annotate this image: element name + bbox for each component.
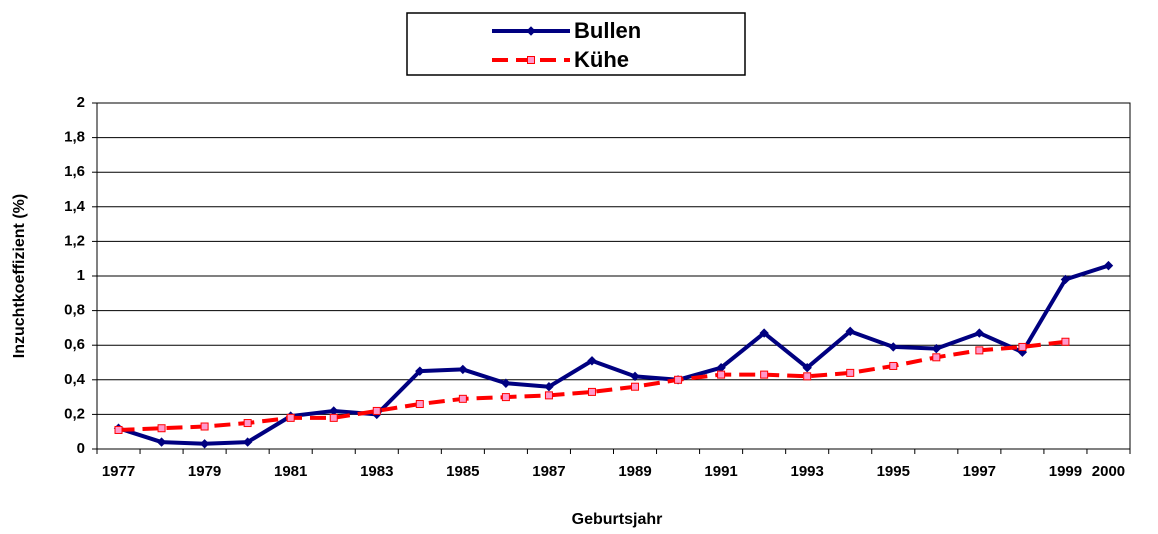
point bbox=[157, 424, 166, 433]
point bbox=[458, 394, 467, 403]
y-tick-label: 0 bbox=[77, 440, 85, 457]
x-axis-title: Geburtsjahr bbox=[572, 511, 663, 528]
point bbox=[544, 391, 553, 400]
x-tick-label: 1995 bbox=[877, 463, 910, 480]
point bbox=[717, 370, 726, 379]
point bbox=[329, 413, 338, 422]
x-tick-label: 1983 bbox=[360, 463, 393, 480]
point bbox=[587, 387, 596, 396]
point bbox=[759, 328, 769, 338]
x-tick-label: 1979 bbox=[188, 463, 221, 480]
legend-label: Bullen bbox=[574, 18, 641, 43]
series-line bbox=[117, 263, 1110, 446]
y-axis-title: Inzuchtkoeffizient (%) bbox=[11, 194, 28, 358]
point bbox=[156, 437, 167, 447]
legend-box bbox=[406, 12, 746, 76]
x-tick-label: 1989 bbox=[618, 463, 651, 480]
point bbox=[587, 356, 597, 366]
point bbox=[458, 364, 468, 375]
point bbox=[242, 437, 253, 447]
series-line bbox=[118, 339, 1066, 432]
x-tick-label: 1993 bbox=[791, 463, 824, 480]
point bbox=[630, 371, 640, 382]
point bbox=[1018, 342, 1027, 351]
point bbox=[329, 406, 339, 416]
x-tick-label: 1991 bbox=[704, 463, 737, 480]
point bbox=[501, 393, 510, 402]
x-tick-label: 1987 bbox=[532, 463, 565, 480]
point bbox=[889, 361, 898, 370]
point bbox=[1061, 337, 1070, 346]
point bbox=[674, 375, 683, 384]
point bbox=[802, 362, 812, 373]
point bbox=[760, 370, 769, 379]
point bbox=[974, 328, 985, 338]
point bbox=[114, 425, 123, 434]
point bbox=[932, 353, 941, 362]
point bbox=[415, 366, 425, 376]
y-tick-label: 1,2 bbox=[64, 232, 85, 249]
point bbox=[1060, 274, 1071, 285]
point bbox=[243, 419, 252, 428]
x-tick-label: 1977 bbox=[102, 463, 135, 480]
legend-label: Kühe bbox=[574, 47, 629, 72]
y-tick-label: 2 bbox=[77, 94, 85, 111]
point bbox=[845, 326, 855, 337]
y-tick-label: 1,4 bbox=[64, 198, 86, 215]
point bbox=[888, 342, 898, 352]
y-tick-label: 0,8 bbox=[64, 302, 85, 319]
legend-marker bbox=[527, 56, 535, 64]
point bbox=[415, 400, 424, 409]
x-tick-label: 1985 bbox=[446, 463, 479, 480]
point bbox=[286, 413, 295, 422]
x-tick-label: 1997 bbox=[963, 463, 996, 480]
legend-marker bbox=[526, 26, 536, 36]
point bbox=[846, 368, 855, 377]
y-tick-label: 0,6 bbox=[64, 336, 85, 353]
point bbox=[372, 406, 381, 415]
point bbox=[931, 343, 942, 354]
point bbox=[544, 382, 554, 392]
y-tick-label: 1,8 bbox=[64, 129, 85, 146]
x-tick-label: 2000 bbox=[1092, 463, 1125, 480]
x-tick-label: 1981 bbox=[274, 463, 307, 480]
x-tick-label: 1999 bbox=[1049, 463, 1082, 480]
y-tick-label: 1,6 bbox=[64, 163, 85, 180]
point bbox=[975, 346, 984, 355]
y-tick-label: 0,2 bbox=[64, 405, 85, 422]
point bbox=[631, 382, 640, 391]
y-tick-label: 0,4 bbox=[64, 371, 86, 388]
point bbox=[1103, 260, 1114, 271]
y-tick-label: 1 bbox=[77, 267, 85, 284]
point bbox=[803, 372, 812, 381]
point bbox=[501, 378, 511, 388]
point bbox=[199, 439, 210, 449]
point bbox=[200, 422, 209, 431]
